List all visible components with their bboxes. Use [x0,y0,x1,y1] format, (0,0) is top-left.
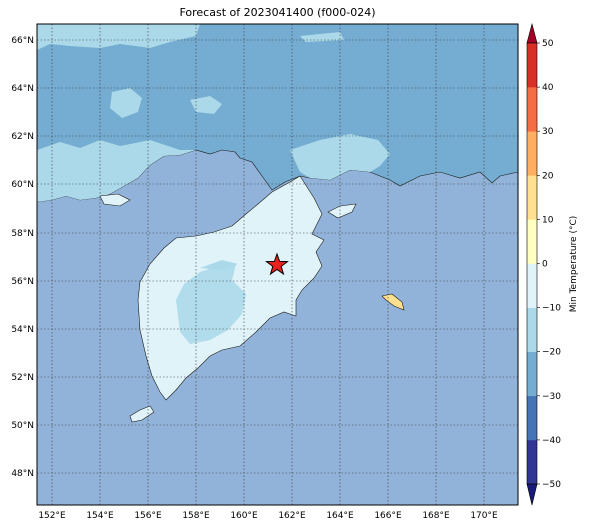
colorbar-title: Min Temperature (°C) [569,216,579,313]
colorbar-segment [527,131,537,176]
colorbar-tick-label: −10 [542,304,561,314]
cool-zone-north-4 [110,88,142,118]
lat-label: 50°N [11,421,34,431]
lon-label: 168°E [422,511,450,521]
colorbar-segment [527,263,537,308]
map-plot-area [37,24,518,505]
lon-label: 162°E [278,511,306,521]
lat-label: 48°N [11,469,34,479]
lat-label: 56°N [11,277,34,287]
colorbar-segment [527,87,537,132]
colorbar-tick-label: −40 [542,436,561,446]
longitude-labels: 152°E 154°E 156°E 158°E 160°E 162°E 164°… [38,511,498,521]
colorbar-over-triangle [526,22,538,44]
lat-label: 64°N [11,84,34,94]
warm-island [381,293,405,311]
location-star-marker [265,252,289,276]
latitude-labels: 66°N 64°N 62°N 60°N 58°N 56°N 54°N 52°N … [11,36,34,479]
colorbar-tick-label: −30 [542,392,561,402]
lat-label: 60°N [11,180,34,190]
colorbar-tick-label: 40 [542,83,554,93]
colorbar-segments [527,43,537,485]
cool-zone-north-1 [37,24,200,50]
map-title: Forecast of 2023041400 (f000-024) [179,6,376,19]
colorbar-tick-label: 10 [542,215,554,225]
lon-label: 152°E [38,511,66,521]
lon-label: 154°E [86,511,114,521]
colorbar-segment [527,395,537,441]
lat-label: 62°N [11,132,34,142]
lon-label: 160°E [230,511,258,521]
colorbar-under-triangle [526,483,538,506]
colorbar-segment [527,175,537,220]
colorbar-tick-label: 0 [542,260,548,270]
lon-label: 156°E [134,511,162,521]
lon-label: 166°E [374,511,402,521]
colorbar-segment [527,307,537,352]
map-frame [36,23,519,506]
colorbar-segment [527,43,537,88]
colorbar-tick-labels: 50 40 30 20 10 0 −10 −20 −30 −40 −50 [537,39,561,490]
cool-zone-north-6 [300,32,344,42]
colorbar: 50 40 30 20 10 0 −10 −20 −30 −40 −50 Min Temperatu… [526,22,579,506]
lat-label: 54°N [11,325,34,335]
peninsula-cool-ridge [200,260,238,270]
island-east [327,203,357,219]
cool-zone-north-2 [37,140,196,202]
colorbar-segment [527,439,537,485]
colorbar-segment [527,351,537,397]
lat-label: 66°N [11,36,34,46]
small-island-west [99,193,131,207]
colorbar-tick-label: 20 [542,171,554,181]
lon-label: 158°E [182,511,210,521]
lon-label: 170°E [470,511,498,521]
colorbar-tick-label: 50 [542,39,554,49]
colorbar-tick-label: 30 [542,127,554,137]
colorbar-segment [527,219,537,264]
lon-label: 164°E [326,511,354,521]
colorbar-tick-label: −20 [542,348,561,358]
lat-label: 58°N [11,229,34,239]
colorbar-tick-label: −50 [542,480,561,490]
lat-label: 52°N [11,373,34,383]
cool-zone-north-5 [190,96,222,114]
peninsula-cool-core [176,264,246,344]
